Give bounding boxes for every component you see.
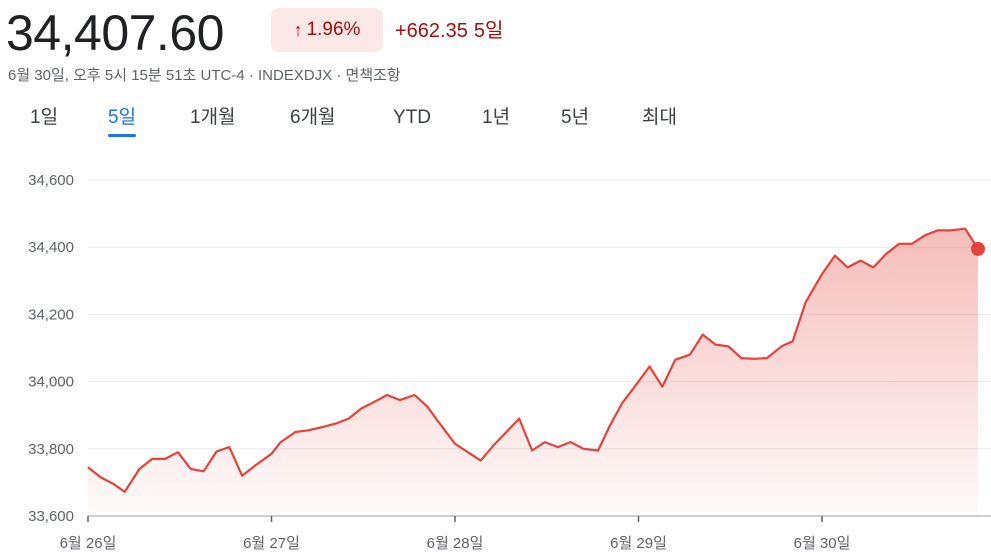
tab-max[interactable]: 최대 <box>642 107 677 128</box>
price-chart[interactable]: 33,600 33,800 34,000 34,200 34,400 34,600 6월 … <box>0 150 991 557</box>
x-tick-label: 6월 30일 <box>794 535 851 552</box>
price-line <box>87 227 979 493</box>
last-price-dot <box>971 241 985 256</box>
price-area <box>88 228 978 516</box>
quote-meta: 6월 30일, 오후 5시 15분 51초 UTC-4 · INDEXDJX ·… <box>8 64 401 85</box>
change-percent: 1.96% <box>306 19 361 40</box>
change-period: 5일 <box>473 20 504 42</box>
change-summary: +662.35 5일 <box>395 14 509 43</box>
x-axis: 6월 26일 6월 27일 6월 28일 6월 29일 6월 30일 <box>60 516 851 552</box>
tab-1m[interactable]: 1개월 <box>190 107 236 128</box>
x-tick-label: 6월 26일 <box>60 535 117 552</box>
y-tick-label: 34,000 <box>28 374 74 391</box>
tab-ytd[interactable]: YTD <box>393 107 431 128</box>
tab-6m[interactable]: 6개월 <box>290 107 336 128</box>
arrow-up-icon: ↑ <box>293 19 303 40</box>
range-tabs: 1일 5일 1개월 6개월 YTD 1년 5년 최대 <box>0 104 991 138</box>
y-tick-label: 34,400 <box>28 239 74 256</box>
x-tick-label: 6월 27일 <box>243 535 300 552</box>
y-tick-label: 34,200 <box>28 306 74 323</box>
tab-1y[interactable]: 1년 <box>482 107 511 128</box>
y-axis: 33,600 33,800 34,000 34,200 34,400 34,600 <box>28 172 74 525</box>
tab-1d[interactable]: 1일 <box>30 107 59 128</box>
x-tick-label: 6월 29일 <box>610 535 667 552</box>
quote-meta-text: 6월 30일, 오후 5시 15분 51초 UTC-4 · INDEXDJX ·… <box>8 67 401 84</box>
tab-5y[interactable]: 5년 <box>561 107 590 128</box>
current-price: 34,407.60 <box>6 5 224 61</box>
x-tick-label: 6월 28일 <box>427 535 484 552</box>
tab-5d[interactable]: 5일 <box>108 104 137 137</box>
change-points: +662.35 <box>395 20 468 42</box>
y-tick-label: 33,800 <box>28 441 74 458</box>
change-percent-badge: ↑ 1.96% <box>271 8 383 52</box>
y-tick-label: 33,600 <box>28 508 74 525</box>
y-tick-label: 34,600 <box>28 172 74 189</box>
